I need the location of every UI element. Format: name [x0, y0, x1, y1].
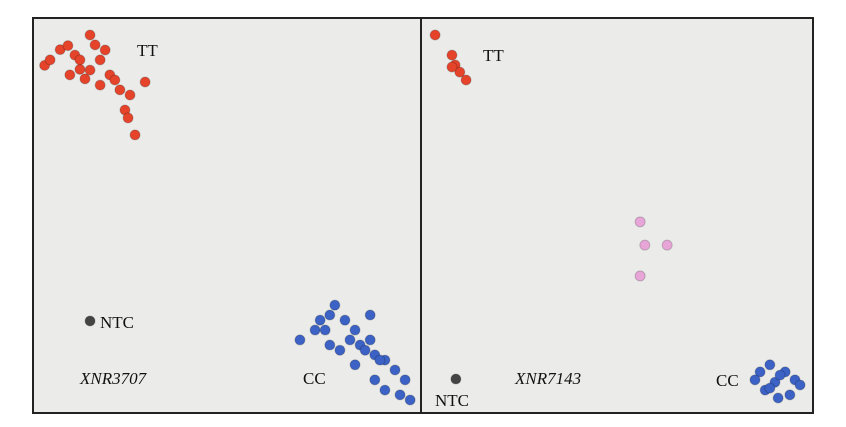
cluster-label: NTC: [100, 313, 134, 332]
point: [79, 73, 91, 85]
cluster-label: TT: [483, 46, 504, 65]
point: [399, 374, 411, 386]
cluster-label: TT: [137, 41, 158, 60]
point: [109, 74, 121, 86]
point: [84, 64, 96, 76]
point: [369, 374, 381, 386]
point: [772, 392, 784, 404]
point: [84, 315, 96, 327]
point: [334, 344, 346, 356]
point: [324, 339, 336, 351]
point: [774, 369, 786, 381]
point: [359, 344, 371, 356]
cluster-label: CC: [716, 371, 739, 390]
point: [94, 54, 106, 66]
panel: [429, 29, 806, 404]
panel-label: XNR7143: [514, 369, 581, 388]
point: [379, 384, 391, 396]
point: [114, 84, 126, 96]
point: [450, 373, 462, 385]
point: [634, 270, 646, 282]
point: [64, 69, 76, 81]
point: [44, 54, 56, 66]
point: [122, 112, 134, 124]
point: [749, 374, 761, 386]
point: [784, 389, 796, 401]
point: [364, 309, 376, 321]
point: [344, 334, 356, 346]
point: [446, 61, 458, 73]
point: [139, 76, 151, 88]
point: [62, 40, 74, 52]
point: [764, 359, 776, 371]
point: [460, 74, 472, 86]
point: [754, 366, 766, 378]
cluster-label: CC: [303, 369, 326, 388]
point: [294, 334, 306, 346]
point: [329, 299, 341, 311]
panel-label: XNR3707: [79, 369, 148, 388]
point: [99, 44, 111, 56]
point: [89, 39, 101, 51]
point: [446, 49, 458, 61]
point: [129, 129, 141, 141]
cluster-label: NTC: [435, 391, 469, 410]
point: [374, 354, 386, 366]
point: [309, 324, 321, 336]
point: [389, 364, 401, 376]
point: [454, 66, 466, 78]
point: [364, 334, 376, 346]
point: [764, 382, 776, 394]
point: [74, 63, 86, 75]
point: [429, 29, 441, 41]
point: [324, 309, 336, 321]
point: [349, 359, 361, 371]
point: [74, 54, 86, 66]
point: [661, 239, 673, 251]
point: [84, 29, 96, 41]
point: [339, 314, 351, 326]
point: [639, 239, 651, 251]
point: [94, 79, 106, 91]
point: [314, 314, 326, 326]
point: [634, 216, 646, 228]
point: [124, 89, 136, 101]
point: [404, 394, 416, 406]
plot-frame: [32, 17, 814, 414]
point: [794, 379, 806, 391]
point: [394, 389, 406, 401]
panel: [39, 29, 416, 406]
point: [349, 324, 361, 336]
point: [319, 324, 331, 336]
